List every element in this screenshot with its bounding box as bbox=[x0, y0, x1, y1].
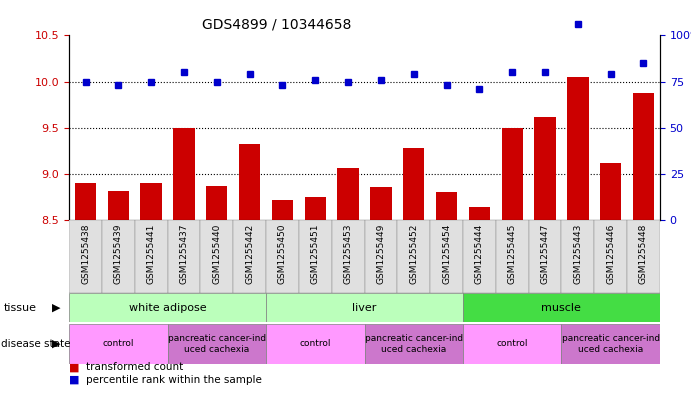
Bar bbox=[337, 168, 359, 393]
Text: ▶: ▶ bbox=[52, 339, 60, 349]
Text: ■: ■ bbox=[69, 375, 79, 385]
Text: GSM1255453: GSM1255453 bbox=[343, 224, 352, 284]
FancyBboxPatch shape bbox=[529, 220, 561, 293]
Text: white adipose: white adipose bbox=[129, 303, 207, 312]
Bar bbox=[600, 163, 621, 393]
Text: GSM1255440: GSM1255440 bbox=[212, 224, 221, 284]
FancyBboxPatch shape bbox=[233, 220, 266, 293]
Bar bbox=[75, 183, 96, 393]
FancyBboxPatch shape bbox=[463, 324, 561, 364]
FancyBboxPatch shape bbox=[594, 220, 627, 293]
Text: transformed count: transformed count bbox=[86, 362, 184, 373]
Text: tissue: tissue bbox=[3, 303, 37, 312]
Bar bbox=[436, 193, 457, 393]
Bar bbox=[173, 128, 195, 393]
Text: GSM1255447: GSM1255447 bbox=[540, 224, 549, 284]
FancyBboxPatch shape bbox=[627, 220, 660, 293]
FancyBboxPatch shape bbox=[496, 220, 529, 293]
FancyBboxPatch shape bbox=[69, 293, 266, 322]
FancyBboxPatch shape bbox=[463, 220, 496, 293]
Text: ■: ■ bbox=[69, 362, 79, 373]
Text: GSM1255438: GSM1255438 bbox=[81, 224, 90, 284]
Text: GSM1255446: GSM1255446 bbox=[606, 224, 615, 284]
FancyBboxPatch shape bbox=[397, 220, 430, 293]
Bar bbox=[272, 200, 293, 393]
Bar bbox=[305, 197, 326, 393]
Text: GSM1255448: GSM1255448 bbox=[639, 224, 648, 284]
Bar bbox=[502, 128, 523, 393]
Bar bbox=[370, 187, 392, 393]
Text: control: control bbox=[496, 340, 528, 348]
FancyBboxPatch shape bbox=[365, 324, 463, 364]
Bar bbox=[403, 148, 424, 393]
Text: GSM1255445: GSM1255445 bbox=[508, 224, 517, 284]
Text: GSM1255439: GSM1255439 bbox=[114, 224, 123, 284]
Text: muscle: muscle bbox=[542, 303, 581, 312]
FancyBboxPatch shape bbox=[561, 324, 660, 364]
FancyBboxPatch shape bbox=[463, 293, 660, 322]
Bar bbox=[567, 77, 589, 393]
Bar bbox=[239, 144, 261, 393]
Text: pancreatic cancer-ind
uced cachexia: pancreatic cancer-ind uced cachexia bbox=[168, 334, 266, 354]
FancyBboxPatch shape bbox=[430, 220, 463, 293]
FancyBboxPatch shape bbox=[200, 220, 233, 293]
Bar bbox=[468, 207, 490, 393]
FancyBboxPatch shape bbox=[561, 220, 594, 293]
Bar bbox=[108, 191, 129, 393]
Text: GSM1255451: GSM1255451 bbox=[311, 224, 320, 284]
Text: GSM1255452: GSM1255452 bbox=[409, 224, 418, 284]
FancyBboxPatch shape bbox=[299, 220, 332, 293]
FancyBboxPatch shape bbox=[332, 220, 365, 293]
Text: GSM1255450: GSM1255450 bbox=[278, 224, 287, 284]
Text: percentile rank within the sample: percentile rank within the sample bbox=[86, 375, 263, 385]
Text: GSM1255449: GSM1255449 bbox=[377, 224, 386, 284]
Text: pancreatic cancer-ind
uced cachexia: pancreatic cancer-ind uced cachexia bbox=[562, 334, 660, 354]
FancyBboxPatch shape bbox=[266, 220, 299, 293]
Bar bbox=[140, 183, 162, 393]
FancyBboxPatch shape bbox=[167, 324, 266, 364]
Text: control: control bbox=[102, 340, 134, 348]
Bar bbox=[633, 93, 654, 393]
Text: GSM1255443: GSM1255443 bbox=[574, 224, 583, 284]
FancyBboxPatch shape bbox=[69, 220, 102, 293]
FancyBboxPatch shape bbox=[69, 324, 167, 364]
Text: pancreatic cancer-ind
uced cachexia: pancreatic cancer-ind uced cachexia bbox=[365, 334, 463, 354]
Bar bbox=[206, 186, 227, 393]
Text: ▶: ▶ bbox=[52, 303, 60, 312]
FancyBboxPatch shape bbox=[266, 324, 365, 364]
Text: liver: liver bbox=[352, 303, 377, 312]
Text: GSM1255437: GSM1255437 bbox=[180, 224, 189, 284]
FancyBboxPatch shape bbox=[135, 220, 167, 293]
FancyBboxPatch shape bbox=[266, 293, 463, 322]
Text: GDS4899 / 10344658: GDS4899 / 10344658 bbox=[202, 18, 351, 32]
Text: GSM1255442: GSM1255442 bbox=[245, 224, 254, 284]
Text: GSM1255454: GSM1255454 bbox=[442, 224, 451, 284]
FancyBboxPatch shape bbox=[365, 220, 397, 293]
FancyBboxPatch shape bbox=[102, 220, 135, 293]
FancyBboxPatch shape bbox=[167, 220, 200, 293]
Text: control: control bbox=[299, 340, 331, 348]
Text: GSM1255444: GSM1255444 bbox=[475, 224, 484, 284]
Text: GSM1255441: GSM1255441 bbox=[146, 224, 155, 284]
Text: disease state: disease state bbox=[1, 339, 71, 349]
Bar bbox=[534, 117, 556, 393]
